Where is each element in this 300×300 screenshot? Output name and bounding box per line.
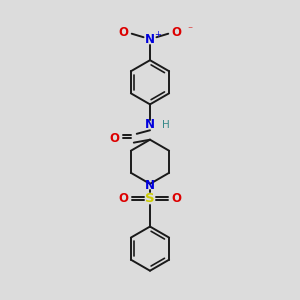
- Text: +: +: [154, 30, 161, 39]
- Text: S: S: [145, 192, 155, 205]
- Text: ⁻: ⁻: [187, 25, 192, 35]
- Text: N: N: [145, 33, 155, 46]
- Text: O: O: [118, 26, 128, 39]
- Text: H: H: [162, 120, 170, 130]
- Text: O: O: [172, 192, 182, 205]
- Text: O: O: [172, 26, 182, 39]
- Text: N: N: [145, 179, 155, 192]
- Text: O: O: [110, 132, 120, 145]
- Text: O: O: [118, 192, 128, 205]
- Text: N: N: [145, 118, 155, 131]
